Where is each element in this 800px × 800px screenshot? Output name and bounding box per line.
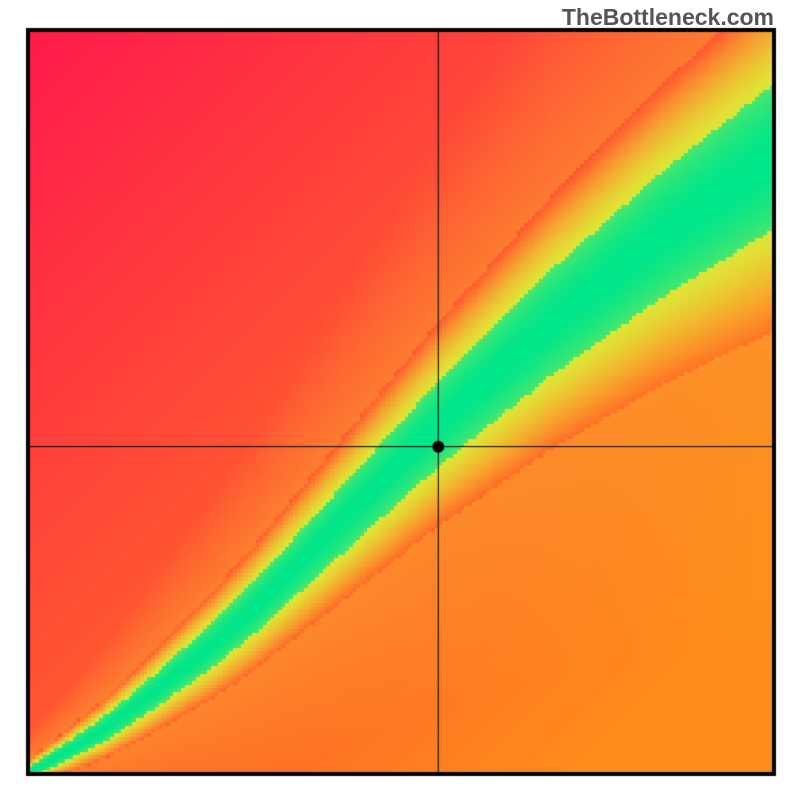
heatmap-canvas [0,0,800,800]
chart-container: TheBottleneck.com [0,0,800,800]
watermark-text: TheBottleneck.com [562,4,774,31]
